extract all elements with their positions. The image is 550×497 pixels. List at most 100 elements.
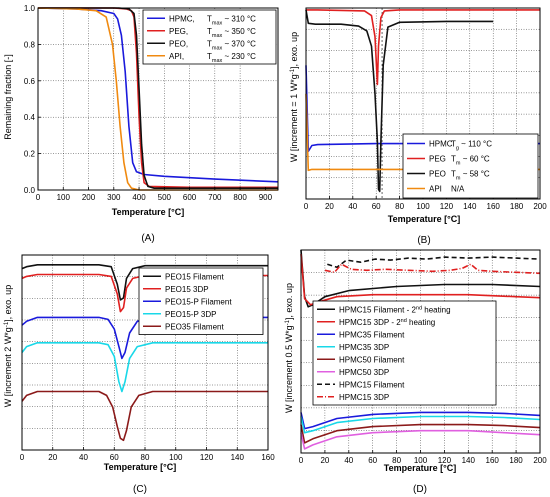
panel-d-ylabel-tail: ], exo. up bbox=[284, 283, 294, 320]
annotation-subscript: m bbox=[456, 176, 461, 182]
panel-c-series-line-2 bbox=[21, 273, 268, 313]
panel-d-legend-label: HPMC15 3DP - 2nd heating bbox=[339, 318, 435, 327]
annotation-tail: ~ 58 °C bbox=[460, 170, 489, 179]
panel-c-legend: PEO15 Filament PEO15 3DP PEO15-P Filament P… bbox=[138, 267, 264, 335]
panel-a-ylabel: Remaining fraction [-] bbox=[3, 54, 13, 140]
panel-a-series-line-1 bbox=[37, 7, 279, 183]
panel-b-xlabel: Temperature [°C] bbox=[388, 214, 460, 224]
legend-series-name: HPMC50 Filament bbox=[339, 355, 405, 364]
panel-d-legend-box bbox=[312, 300, 497, 406]
panel-b-legend-label: PEG bbox=[429, 155, 446, 164]
legend-series-name: HPMC15 Filament bbox=[339, 380, 405, 389]
panel-b-xtick-label: 80 bbox=[395, 202, 404, 211]
panel-d-series-line-1 bbox=[300, 249, 541, 308]
legend-superscript: nd bbox=[401, 318, 407, 324]
panel-a-ytick-label: 1.0 bbox=[24, 4, 36, 13]
legend-series-name: HPMC35 3DP bbox=[339, 343, 389, 352]
panel-d-series-line-6 bbox=[300, 429, 541, 450]
panel-b-ylabel-sup: -1 bbox=[290, 68, 296, 74]
panel-d-xtick-label: 100 bbox=[414, 456, 428, 465]
panel-a-ytick-label: 0.2 bbox=[24, 150, 36, 159]
panel-c-ylabel-sup: -1 bbox=[4, 321, 10, 327]
annotation-main: T bbox=[451, 155, 456, 164]
annotation-main: N/A bbox=[451, 185, 465, 194]
legend-series-name: PEO bbox=[429, 170, 446, 179]
panel-d-legend-label: HPMC15 Filament bbox=[339, 380, 405, 389]
panel-a-plot-frame bbox=[37, 7, 279, 191]
panel-b-label: (B) bbox=[417, 235, 430, 246]
legend-series-name: HPMC bbox=[429, 140, 453, 149]
panel-b-xtick-label: 120 bbox=[440, 202, 454, 211]
panel-c-legend-label: PEO15 3DP bbox=[165, 285, 209, 294]
annotation-subscript: max bbox=[212, 33, 223, 39]
panel-d-series-line-5 bbox=[300, 423, 541, 444]
legend-series-name: PEO15-P Filament bbox=[165, 297, 232, 306]
panel-a-xlabel: Temperature [°C] bbox=[112, 207, 184, 217]
annotation-main: T bbox=[207, 52, 212, 61]
legend-series-name: API bbox=[429, 185, 442, 194]
annotation-main: T bbox=[207, 27, 212, 36]
panel-c-xtick-label: 120 bbox=[200, 453, 214, 462]
legend-tail: heating bbox=[407, 318, 435, 327]
panel-d-xtick-label: 160 bbox=[486, 456, 500, 465]
panel-b-legend-label: PEO bbox=[429, 170, 446, 179]
legend-series-name: HPMC35 Filament bbox=[339, 330, 405, 339]
legend-tail: heating bbox=[422, 305, 450, 314]
panel-c-series-line-3 bbox=[21, 316, 268, 360]
panel-b-legend-label: API bbox=[429, 185, 442, 194]
panel-a-ytick-label: 0.8 bbox=[24, 40, 36, 49]
panel-d-xtick-label: 180 bbox=[509, 456, 523, 465]
annotation-main: T bbox=[207, 14, 212, 23]
annotation-subscript: max bbox=[212, 45, 223, 51]
annotation-tail: ~ 310 °C bbox=[222, 14, 256, 23]
panel-a-legend-label: PEO, bbox=[169, 39, 188, 48]
panel-b-legend-annotation: Tm ~ 58 °C bbox=[451, 170, 490, 182]
panel-c-xtick-label: 0 bbox=[20, 453, 25, 462]
annotation-tail: ~ 350 °C bbox=[222, 27, 256, 36]
panel-a-xtick-label: 500 bbox=[158, 193, 172, 202]
panel-b-xtick-label: 20 bbox=[325, 202, 334, 211]
annotation-subscript: m bbox=[456, 161, 461, 167]
panel-c-xtick-label: 100 bbox=[169, 453, 183, 462]
legend-series-name: PEG bbox=[429, 155, 446, 164]
panel-d-xtick-label: 20 bbox=[320, 456, 329, 465]
panel-b-chart: W [increment = 1 W*g-1], exo. up Tempera… bbox=[289, 7, 547, 246]
panel-a-legend-annotation: Tmax ~ 350 °C bbox=[207, 27, 256, 39]
panel-c-legend-label: PEO15-P 3DP bbox=[165, 310, 216, 319]
legend-series-name: API, bbox=[169, 52, 184, 61]
panel-c-series-line-4 bbox=[21, 342, 268, 393]
annotation-main: T bbox=[207, 39, 212, 48]
panel-b-xtick-label: 160 bbox=[487, 202, 501, 211]
panel-b-xtick-label: 140 bbox=[463, 202, 477, 211]
panel-b-xtick-label: 0 bbox=[304, 202, 309, 211]
panel-b-legend-annotation: N/A bbox=[451, 185, 465, 194]
annotation-main: T bbox=[451, 140, 456, 149]
panel-a-legend-label: HPMC, bbox=[169, 14, 195, 23]
panel-d-legend-label: HPMC35 Filament bbox=[339, 330, 405, 339]
annotation-subscript: max bbox=[212, 58, 223, 64]
panel-b-legend-annotation: Tg ~ 110 °C bbox=[451, 140, 492, 152]
annotation-tail: ~ 110 °C bbox=[459, 140, 492, 149]
panel-c-series-line-5 bbox=[21, 390, 268, 442]
annotation-tail: ~ 230 °C bbox=[222, 52, 256, 61]
panel-a-legend-label: PEG, bbox=[169, 27, 188, 36]
panel-a-series-line-4 bbox=[37, 7, 278, 191]
panel-d-ylabel-sup: -1 bbox=[285, 319, 291, 325]
panel-b-xtick-label: 60 bbox=[372, 202, 381, 211]
panel-d-chart: W [increment 0.5 W*g-1], exo. up Tempera… bbox=[284, 249, 547, 495]
panel-b-legend-box bbox=[402, 133, 539, 199]
legend-series-name: HPMC15 Filament - 2 bbox=[339, 305, 416, 314]
panel-b-ylabel-main: W [increment = 1 W*g bbox=[289, 74, 299, 162]
panel-b-xtick-label: 40 bbox=[348, 202, 357, 211]
panel-d-label: (D) bbox=[413, 484, 427, 495]
panel-c-xtick-label: 160 bbox=[261, 453, 275, 462]
panel-b-legend-annotation: Tm ~ 60 °C bbox=[451, 155, 490, 167]
annotation-subscript: g bbox=[456, 146, 459, 152]
panel-d-legend-label: HPMC50 Filament bbox=[339, 355, 405, 364]
panel-a-ytick-label: 0.4 bbox=[24, 113, 36, 122]
panel-c-legend-label: PEO35 Filament bbox=[165, 322, 224, 331]
legend-series-name: HPMC15 3DP bbox=[339, 393, 389, 402]
panel-a-xtick-label: 900 bbox=[259, 193, 273, 202]
